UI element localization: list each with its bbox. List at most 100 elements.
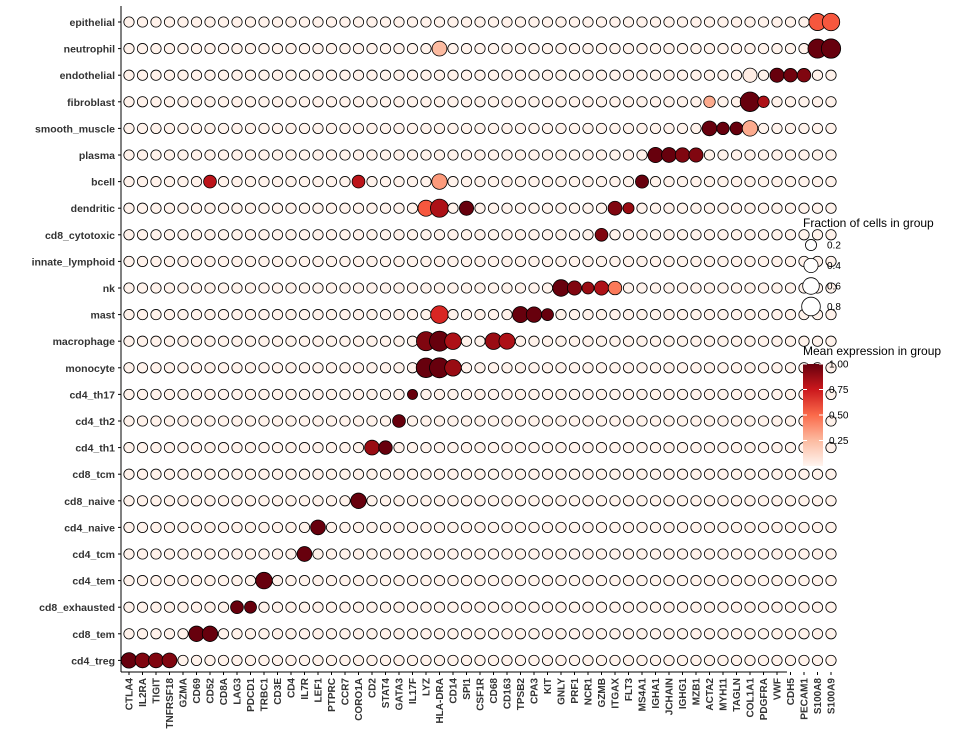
dot-cd8-tem-spi1 <box>460 628 473 640</box>
dot-smooth-muscle-lag3 <box>231 122 243 134</box>
dot-dendritic-spi1 <box>458 200 475 216</box>
dot-cd4-th1-gzma <box>177 442 189 454</box>
dot-bcell-mzb1 <box>690 176 702 188</box>
dot-dendritic-cd4 <box>285 202 297 214</box>
dot-cd8-exhausted-cd8a <box>217 601 230 613</box>
dot-nk-cd163 <box>501 282 513 294</box>
dot-neutrophil-jchain <box>663 43 675 55</box>
dot-plasma-spi1 <box>460 149 473 161</box>
dot-epithelial-cd163 <box>501 16 513 28</box>
dot-cd4-treg-tnfrsf18 <box>161 652 178 669</box>
dot-endothelial-ccr7 <box>339 69 351 81</box>
dot-cd4-tcm-col1a1 <box>744 548 756 560</box>
dot-monocyte-lag3 <box>231 362 243 374</box>
dot-cd8-naive-hla-dra <box>433 495 446 507</box>
dot-cd4-naive-pecam1 <box>798 521 810 533</box>
dot-mast-il17f <box>406 309 419 321</box>
dot-endothelial-jchain <box>663 69 675 81</box>
dot-smooth-muscle-gzmb <box>595 122 608 134</box>
dot-cd4-treg-pdgfra <box>757 654 770 666</box>
dot-cd4-th1-vwf <box>771 442 783 454</box>
dot-cd4-treg-cpa3 <box>528 654 540 666</box>
column-label-flt3: FLT3 <box>624 678 635 702</box>
dot-cd8-cytotoxic-ctla4 <box>123 229 135 241</box>
dot-cd8-naive-cd14 <box>447 495 459 507</box>
dot-macrophage-lag3 <box>231 335 243 347</box>
column-label-lag3: LAG3 <box>233 678 244 705</box>
dot-cd4-naive-gata3 <box>393 521 405 533</box>
dot-cd4-tcm-cd2 <box>366 548 378 560</box>
dot-mast-kit <box>541 308 554 322</box>
dot-fibroblast-flt3 <box>622 96 635 108</box>
dot-macrophage-pdcd1 <box>244 335 257 347</box>
column-label-cd14: CD14 <box>449 678 460 704</box>
dot-plasma-s100a8 <box>811 149 824 161</box>
dot-cd8-tcm-cd52 <box>204 468 216 480</box>
dot-cd4-tcm-mzb1 <box>690 548 702 560</box>
dot-endothelial-flt3 <box>622 69 635 81</box>
dot-cd8-naive-lyz <box>420 495 432 507</box>
dot-bcell-ctla4 <box>123 176 135 188</box>
dot-cd8-naive-cd68 <box>487 495 500 507</box>
dot-cd4-treg-gzma <box>177 654 189 666</box>
dot-cd4-naive-gzmb <box>595 521 608 533</box>
column-label-kit: KIT <box>543 678 554 694</box>
dot-cd8-tem-jchain <box>663 628 675 640</box>
dot-monocyte-il7r <box>298 362 311 374</box>
dot-endothelial-lyz <box>420 69 432 81</box>
dot-macrophage-cd3e <box>271 335 284 347</box>
dot-fibroblast-ccr7 <box>339 96 351 108</box>
dot-cd4-th2-csf1r <box>474 415 486 427</box>
dot-plasma-tagln <box>730 149 743 161</box>
dot-dendritic-lag3 <box>231 202 243 214</box>
dot-dendritic-cd68 <box>487 202 500 214</box>
color-legend-label: 0.75 <box>829 385 849 396</box>
dot-cd8-exhausted-s100a8 <box>811 601 824 613</box>
dot-cd4-th2-itgax <box>609 415 621 427</box>
dot-bcell-lyz <box>420 176 432 188</box>
dot-cd4-tcm-itgax <box>609 548 621 560</box>
dot-cd4-tem-cd14 <box>447 575 459 587</box>
column-label-cd2: CD2 <box>368 678 379 698</box>
dot-macrophage-tigit <box>150 335 162 347</box>
dot-cd8-tem-myh11 <box>717 628 729 640</box>
dot-cd8-cytotoxic-stat4 <box>379 229 392 241</box>
dot-innate-lymphoid-cd69 <box>190 255 203 267</box>
dot-dendritic-ighg1 <box>676 202 689 214</box>
dot-cd8-exhausted-gata3 <box>393 601 405 613</box>
dot-cd4-treg-vwf <box>771 654 783 666</box>
dot-nk-prf1 <box>566 280 583 296</box>
dot-cd4-treg-cd52 <box>204 654 216 666</box>
dot-cd4-tem-tnfrsf18 <box>163 575 176 587</box>
dot-epithelial-ms4a1 <box>636 16 648 28</box>
dot-cd4-tem-gzma <box>177 575 189 587</box>
dot-epithelial-spi1 <box>460 16 473 28</box>
dot-monocyte-gzmb <box>595 362 608 374</box>
dot-cd8-tem-cd3e <box>271 628 284 640</box>
dot-mast-itgax <box>609 309 621 321</box>
dot-cd4-th1-acta2 <box>703 442 716 454</box>
dot-cd8-exhausted-cd163 <box>501 601 513 613</box>
dot-nk-ms4a1 <box>636 282 648 294</box>
dot-neutrophil-stat4 <box>379 43 392 55</box>
dot-cd4-tem-gzmb <box>595 575 608 587</box>
dot-bcell-cdh5 <box>784 176 797 188</box>
dot-mast-cd3e <box>271 309 284 321</box>
dot-monocyte-stat4 <box>379 362 392 374</box>
dot-cd8-tem-igha1 <box>649 628 662 640</box>
dot-endothelial-itgax <box>609 69 621 81</box>
dot-smooth-muscle-igha1 <box>649 122 662 134</box>
dot-epithelial-s100a9 <box>821 12 841 32</box>
dot-cd8-tem-cdh5 <box>784 628 797 640</box>
dot-fibroblast-coro1a <box>352 96 365 108</box>
dot-monocyte-acta2 <box>703 362 716 374</box>
dot-epithelial-prf1 <box>568 16 581 28</box>
dot-epithelial-lag3 <box>231 16 243 28</box>
dot-cd4-naive-prf1 <box>568 521 581 533</box>
dot-cd4-th1-stat4 <box>378 440 393 455</box>
dot-monocyte-cdh5 <box>784 362 797 374</box>
dot-innate-lymphoid-cd3e <box>271 255 284 267</box>
dot-dendritic-il2ra <box>136 202 149 214</box>
dot-dendritic-cpa3 <box>528 202 540 214</box>
dot-macrophage-cd52 <box>204 335 216 347</box>
